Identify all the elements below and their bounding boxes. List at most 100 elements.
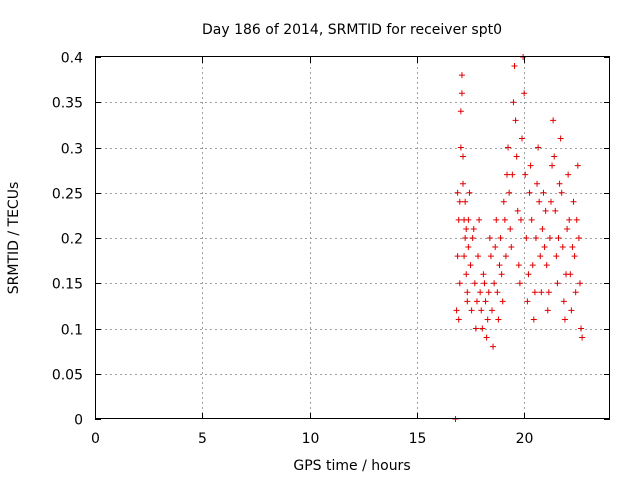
data-point (458, 90, 465, 97)
data-point (517, 216, 524, 223)
data-point (475, 253, 482, 260)
data-point (559, 244, 566, 251)
data-point (579, 334, 586, 341)
data-point (467, 262, 474, 269)
data-point (527, 162, 534, 169)
data-point (543, 262, 550, 269)
data-point (531, 289, 538, 296)
data-point (493, 216, 500, 223)
x-tick-label: 20 (516, 431, 534, 447)
data-point (469, 235, 476, 241)
data-point (507, 225, 514, 232)
y-tick-label: 0.25 (52, 187, 83, 203)
data-point (535, 144, 542, 151)
data-point (573, 216, 580, 223)
x-tick-label: 5 (198, 431, 207, 447)
data-point (487, 253, 494, 260)
data-point (456, 198, 463, 205)
data-point (473, 298, 480, 305)
data-point (488, 307, 495, 314)
data-point (454, 189, 461, 196)
data-point (508, 244, 515, 251)
data-point (482, 298, 489, 305)
data-point (457, 144, 464, 151)
data-point (574, 162, 581, 169)
data-point (556, 180, 563, 187)
x-tick-label: 0 (91, 431, 100, 447)
x-axis-label: GPS time / hours (293, 458, 410, 474)
data-point (504, 171, 510, 178)
data-point (502, 253, 509, 260)
data-point (455, 216, 462, 223)
data-point (510, 99, 517, 106)
data-point (542, 207, 549, 214)
data-point (483, 334, 490, 341)
data-point (539, 225, 546, 232)
y-tick-label: 0.1 (61, 323, 83, 339)
data-point (456, 280, 463, 287)
grid-lines (95, 57, 610, 419)
data-point (544, 307, 551, 314)
data-point (471, 280, 478, 287)
data-point (461, 253, 468, 260)
data-point (477, 289, 484, 296)
data-point (458, 72, 465, 79)
data-point (498, 271, 505, 278)
data-point (513, 153, 520, 160)
data-point (462, 198, 469, 205)
data-point (524, 298, 531, 305)
data-points (452, 54, 586, 422)
data-point (540, 189, 547, 196)
data-point (570, 198, 577, 205)
data-point (511, 63, 518, 70)
y-tick-label: 0.05 (52, 368, 83, 384)
data-point (464, 289, 471, 296)
data-point (501, 216, 508, 223)
data-point (549, 162, 556, 169)
data-point (514, 207, 521, 214)
data-point (566, 216, 573, 223)
data-point (551, 153, 558, 160)
data-point (485, 289, 492, 296)
data-point (532, 235, 539, 241)
data-point (522, 171, 529, 178)
data-point (547, 198, 554, 205)
data-point (567, 271, 574, 278)
data-point (466, 189, 473, 196)
data-point (455, 316, 462, 323)
data-point (564, 225, 571, 232)
y-tick-label: 0.4 (61, 51, 83, 67)
data-point (546, 235, 553, 241)
y-tick-label: 0.3 (61, 142, 83, 158)
data-point (523, 235, 530, 241)
data-point (463, 225, 470, 232)
data-point (534, 180, 541, 187)
data-point (454, 253, 461, 260)
data-point (468, 307, 475, 314)
y-tick-label: 0.15 (52, 277, 83, 293)
data-point (575, 235, 582, 241)
y-axis-label: SRMTID / TECUs (6, 182, 22, 295)
data-point (490, 343, 497, 350)
data-point (530, 316, 537, 323)
data-point (472, 325, 479, 332)
data-point (552, 207, 559, 214)
chart-title: Day 186 of 2014, SRMTID for receiver spt… (202, 22, 502, 38)
data-point (576, 280, 583, 287)
data-point (464, 298, 471, 305)
data-point (555, 235, 562, 241)
data-point (497, 235, 504, 241)
data-point (526, 189, 533, 196)
data-point (470, 225, 477, 232)
data-point (538, 289, 545, 296)
data-point (528, 216, 535, 223)
data-point (525, 271, 532, 278)
data-point (553, 253, 560, 260)
data-point (481, 280, 488, 287)
data-point (545, 289, 552, 296)
data-point (495, 316, 502, 323)
data-point (578, 325, 585, 332)
data-point (568, 307, 575, 314)
data-point (537, 253, 544, 260)
